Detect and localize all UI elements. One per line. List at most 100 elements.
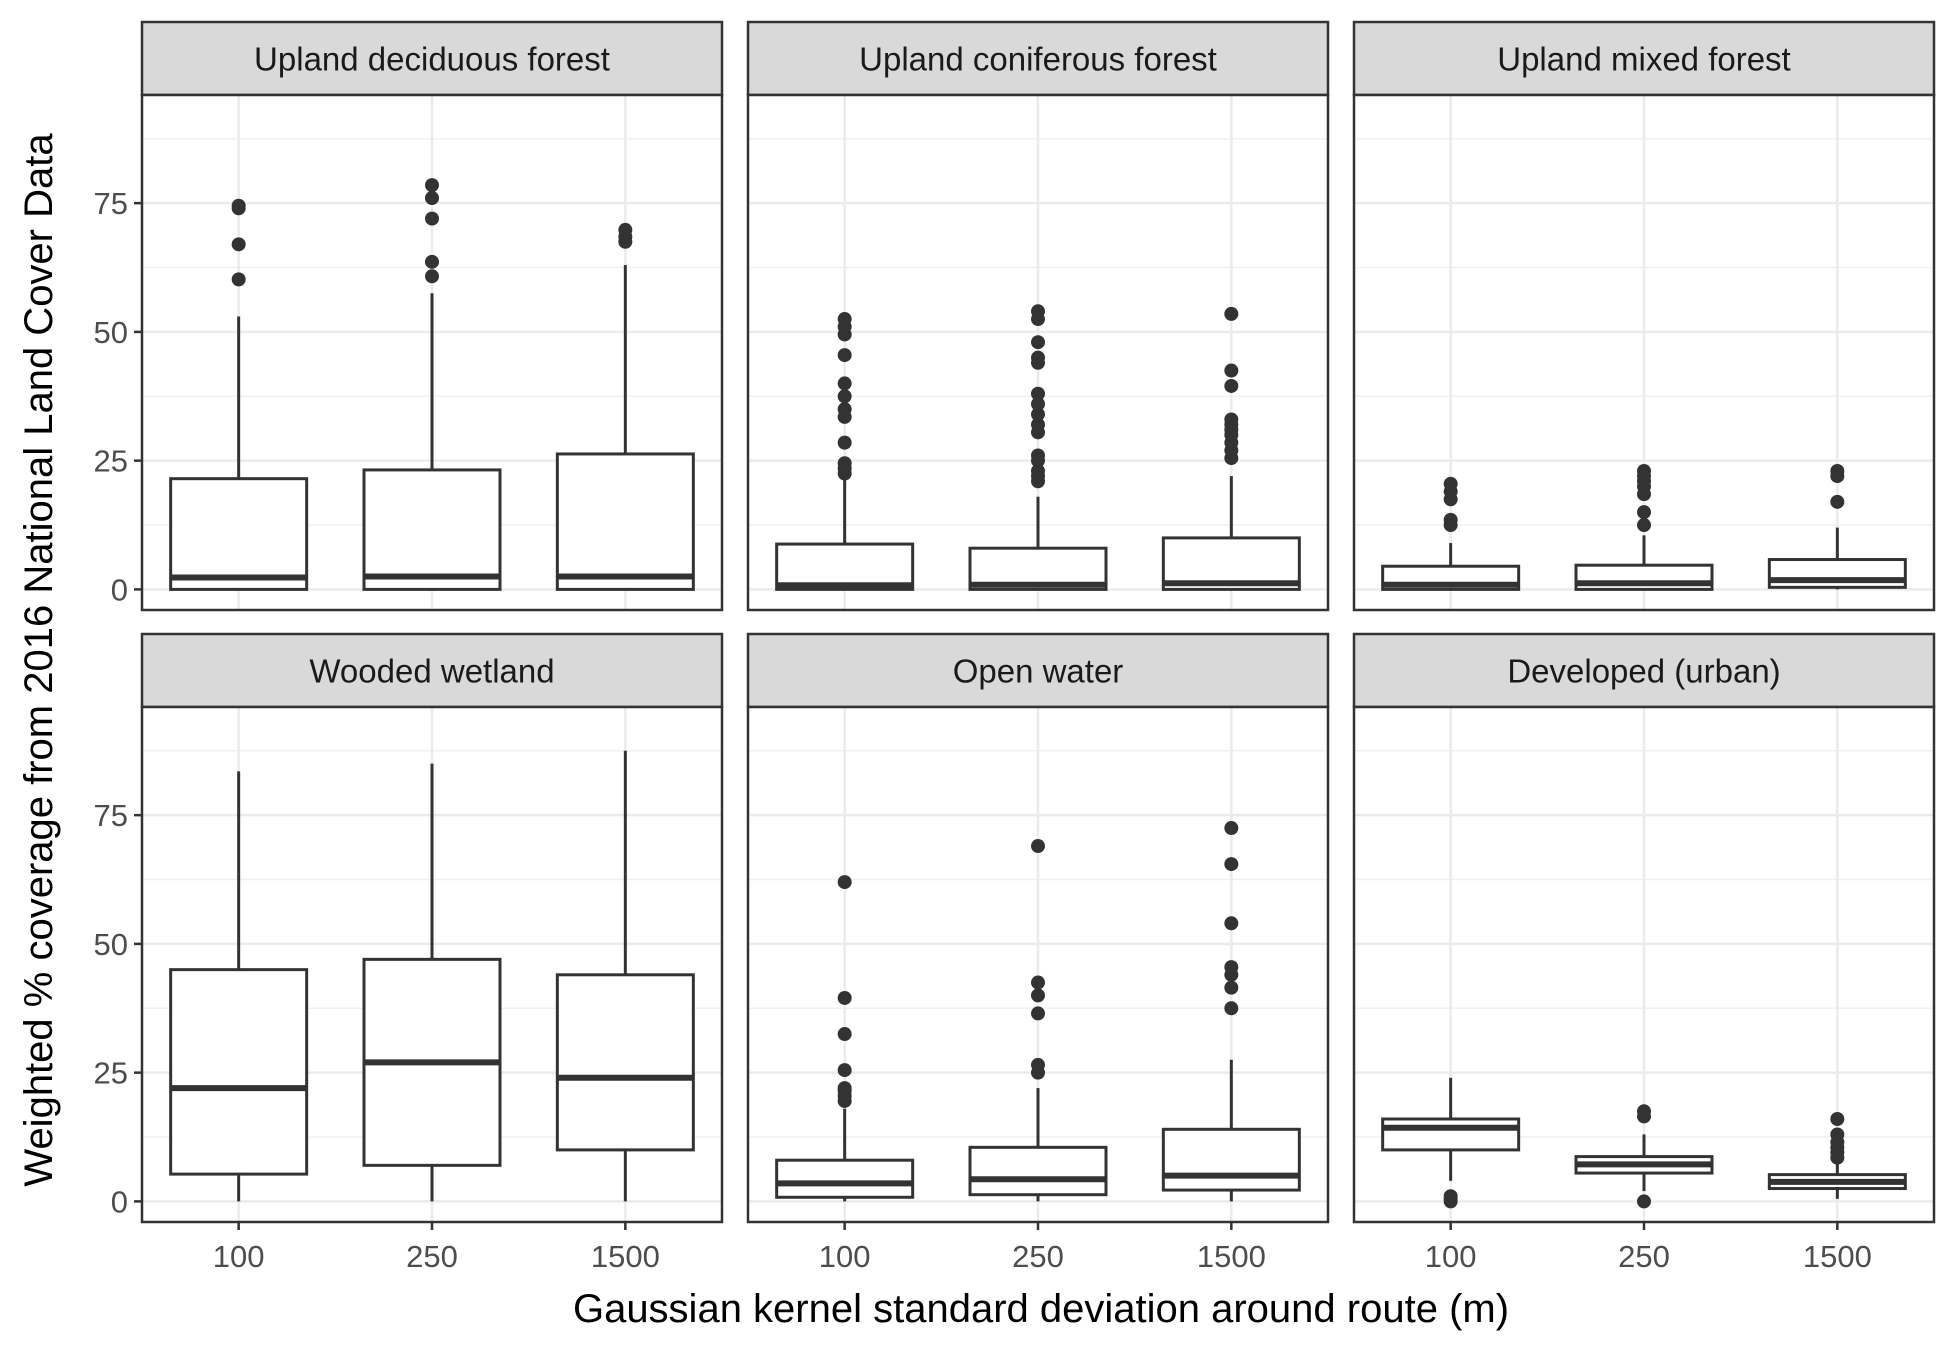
box-100 bbox=[169, 771, 309, 1202]
outlier-point bbox=[1224, 378, 1239, 393]
x-tick-label: 250 bbox=[1012, 1239, 1064, 1274]
box-iqr bbox=[775, 542, 915, 591]
panel-strip bbox=[140, 632, 724, 709]
box-1500 bbox=[1161, 306, 1301, 591]
y-tick-label: 50 bbox=[94, 315, 128, 350]
panel-strip bbox=[746, 20, 1330, 97]
panel-title: Developed (urban) bbox=[1507, 653, 1780, 690]
outlier-point bbox=[1637, 505, 1651, 520]
x-tick-label: 100 bbox=[213, 1239, 265, 1274]
outlier-point bbox=[837, 402, 852, 417]
y-tick-label: 0 bbox=[111, 1184, 128, 1219]
panel-strip bbox=[1352, 632, 1936, 709]
panel-title: Open water bbox=[953, 653, 1124, 690]
box-250 bbox=[1574, 1104, 1714, 1209]
panel-1: Upland deciduous forest 0 25 50 75 bbox=[94, 20, 724, 612]
box-1500 bbox=[1767, 1112, 1907, 1199]
panel-strip bbox=[1352, 20, 1936, 97]
box-250 bbox=[968, 304, 1108, 591]
box-1500 bbox=[1767, 463, 1907, 590]
outlier-point bbox=[1031, 448, 1045, 463]
outlier-point bbox=[837, 312, 852, 327]
box-iqr bbox=[169, 477, 309, 591]
outlier-point bbox=[1830, 1112, 1845, 1126]
outlier-point bbox=[1637, 1104, 1651, 1119]
outlier-point bbox=[1031, 350, 1045, 365]
box-iqr bbox=[555, 452, 695, 591]
panel-title: Upland mixed forest bbox=[1497, 41, 1790, 78]
outlier-point bbox=[1031, 988, 1045, 1003]
outlier-point bbox=[1224, 306, 1239, 321]
outlier-point bbox=[618, 222, 633, 237]
outlier-point bbox=[1031, 304, 1045, 319]
panel-strip bbox=[140, 20, 724, 97]
panel-2: Upland coniferous forest bbox=[746, 20, 1330, 612]
outlier-point bbox=[1830, 463, 1845, 478]
panel-title: Upland coniferous forest bbox=[859, 41, 1217, 78]
panel-title: Upland deciduous forest bbox=[254, 41, 610, 78]
panel-5: Open water 100 250 1500 bbox=[746, 632, 1330, 1274]
outlier-point bbox=[1224, 980, 1239, 995]
outlier-point bbox=[1224, 857, 1239, 872]
outlier-point bbox=[837, 1063, 852, 1078]
outlier-point bbox=[1224, 821, 1239, 836]
outlier-point bbox=[231, 198, 246, 213]
outlier-point bbox=[1830, 1127, 1845, 1142]
outlier-point bbox=[425, 269, 439, 284]
x-tick-label: 250 bbox=[406, 1239, 458, 1274]
outlier-point bbox=[1224, 916, 1239, 931]
outlier-point bbox=[425, 191, 439, 205]
outlier-point bbox=[1031, 463, 1045, 478]
outlier-point bbox=[1224, 1001, 1239, 1016]
outlier-point bbox=[1224, 960, 1239, 975]
outlier-point bbox=[1637, 518, 1651, 533]
x-tick-label: 250 bbox=[1618, 1239, 1670, 1274]
box-100 bbox=[775, 312, 915, 591]
box-100 bbox=[775, 875, 915, 1202]
outlier-point bbox=[1443, 512, 1458, 527]
outlier-point bbox=[425, 254, 439, 269]
box-iqr bbox=[1161, 1127, 1301, 1192]
x-tick-label: 1500 bbox=[1197, 1239, 1266, 1274]
outlier-point bbox=[1031, 1006, 1045, 1021]
x-axis-title: Gaussian kernel standard deviation aroun… bbox=[573, 1287, 1509, 1331]
box-iqr bbox=[968, 1145, 1108, 1197]
outlier-point bbox=[1031, 386, 1045, 401]
outlier-point bbox=[1031, 1057, 1045, 1072]
panel-strip bbox=[746, 632, 1330, 709]
panel-3: Upland mixed forest bbox=[1352, 20, 1936, 612]
outlier-point bbox=[1637, 1194, 1651, 1209]
outlier-point bbox=[231, 237, 246, 252]
outlier-point bbox=[1031, 397, 1045, 411]
outlier-point bbox=[837, 376, 852, 391]
outlier-point bbox=[837, 875, 852, 890]
x-tick-label: 100 bbox=[1425, 1239, 1477, 1274]
outlier-point bbox=[1031, 407, 1045, 422]
y-tick-label: 75 bbox=[94, 186, 128, 221]
outlier-point bbox=[837, 456, 852, 471]
panel-6: Developed (urban) 100 250 1500 bbox=[1352, 632, 1936, 1274]
box-250 bbox=[362, 178, 502, 591]
y-tick-label: 75 bbox=[94, 798, 128, 833]
y-tick-label: 50 bbox=[94, 927, 128, 962]
outlier-point bbox=[425, 211, 439, 226]
box-iqr bbox=[169, 968, 309, 1176]
box-iqr bbox=[362, 468, 502, 591]
box-1500 bbox=[1161, 821, 1301, 1202]
box-iqr bbox=[1767, 558, 1907, 589]
box-1500 bbox=[555, 750, 695, 1202]
outlier-point bbox=[1224, 412, 1239, 427]
outlier-point bbox=[1031, 417, 1045, 432]
outlier-point bbox=[1637, 463, 1651, 478]
box-100 bbox=[1381, 476, 1521, 591]
y-tick-label: 0 bbox=[111, 572, 128, 607]
outlier-point bbox=[837, 348, 852, 363]
outlier-point bbox=[1830, 494, 1845, 509]
outlier-point bbox=[837, 389, 852, 404]
outlier-point bbox=[1443, 476, 1458, 491]
outlier-point bbox=[837, 1081, 852, 1096]
y-axis-title: Weighted % coverage from 2016 National L… bbox=[17, 133, 61, 1187]
outlier-point bbox=[837, 990, 852, 1005]
box-iqr bbox=[555, 973, 695, 1152]
